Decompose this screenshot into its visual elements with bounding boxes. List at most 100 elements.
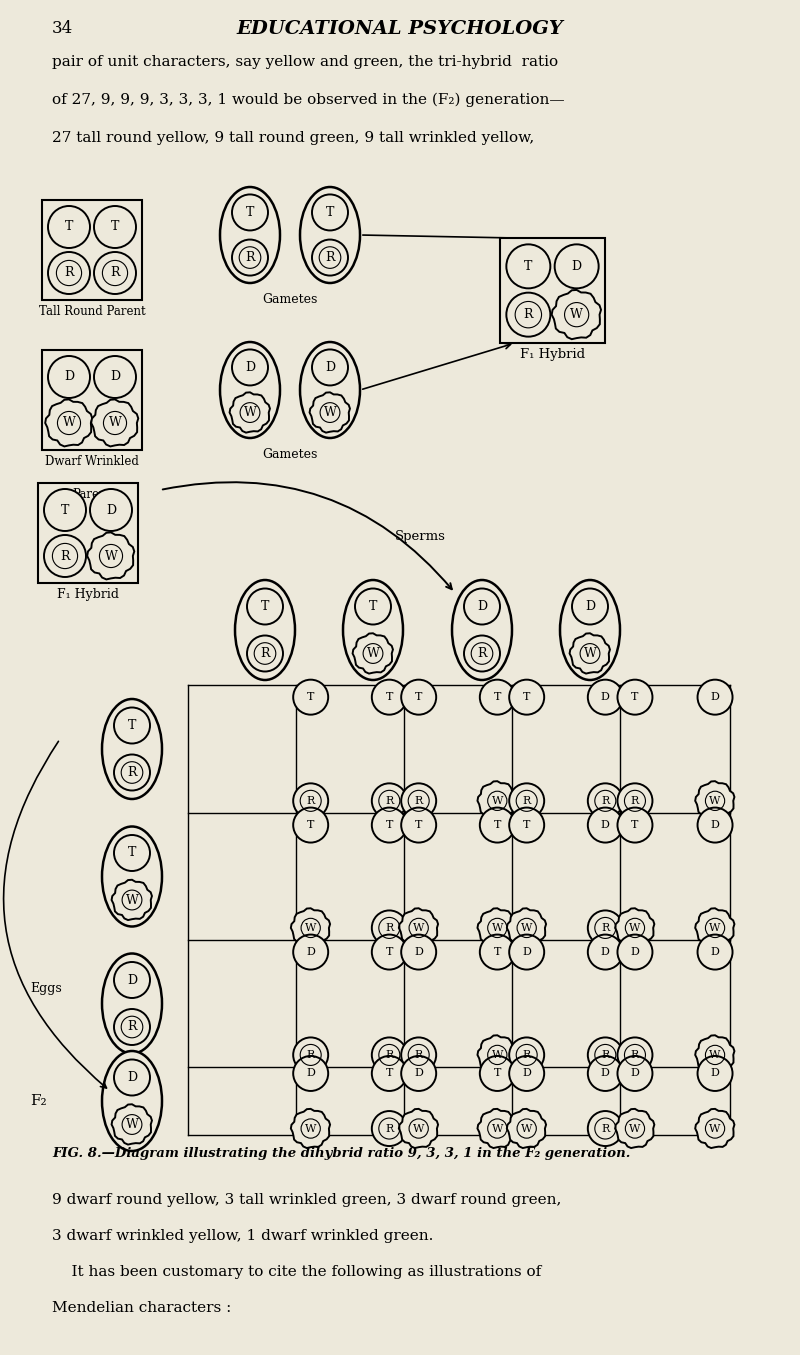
- Text: R: R: [414, 795, 423, 806]
- Text: R: R: [260, 646, 270, 660]
- Text: 14: 14: [490, 1077, 502, 1085]
- Text: D: D: [306, 947, 315, 957]
- Circle shape: [509, 783, 544, 818]
- Circle shape: [293, 783, 328, 818]
- Text: R: R: [631, 1050, 639, 1060]
- Circle shape: [509, 680, 544, 714]
- Text: D: D: [571, 260, 582, 272]
- Polygon shape: [695, 782, 734, 820]
- Text: R: R: [601, 1050, 610, 1060]
- Text: D: D: [601, 692, 610, 702]
- Polygon shape: [507, 908, 546, 947]
- FancyBboxPatch shape: [38, 482, 138, 583]
- Circle shape: [114, 1060, 150, 1095]
- Text: T: T: [128, 847, 136, 859]
- Text: 7: 7: [604, 822, 610, 832]
- Text: R: R: [601, 923, 610, 934]
- Ellipse shape: [235, 580, 295, 680]
- Text: 34: 34: [52, 20, 74, 37]
- Polygon shape: [310, 393, 350, 432]
- Text: F₂: F₂: [30, 1093, 46, 1108]
- Text: 12: 12: [709, 950, 720, 959]
- Circle shape: [618, 783, 653, 818]
- Polygon shape: [45, 400, 92, 446]
- Text: T: T: [386, 820, 393, 831]
- Ellipse shape: [560, 580, 620, 680]
- Circle shape: [372, 935, 407, 970]
- Circle shape: [401, 808, 436, 843]
- Text: W: W: [492, 795, 503, 806]
- Circle shape: [372, 1111, 407, 1146]
- Text: T: T: [415, 692, 422, 702]
- Text: Parent: Parent: [73, 488, 111, 501]
- Ellipse shape: [343, 580, 403, 680]
- Text: D: D: [522, 947, 531, 957]
- Text: W: W: [413, 1123, 424, 1134]
- Circle shape: [114, 755, 150, 790]
- Text: T: T: [326, 206, 334, 220]
- Text: W: W: [710, 923, 721, 934]
- Circle shape: [618, 1038, 653, 1072]
- Text: D: D: [601, 947, 610, 957]
- Text: Mendelian characters :: Mendelian characters :: [52, 1301, 231, 1314]
- Text: R: R: [306, 795, 315, 806]
- Text: T: T: [307, 820, 314, 831]
- Circle shape: [401, 935, 436, 970]
- Text: D: D: [477, 600, 487, 612]
- Text: W: W: [366, 646, 379, 660]
- Polygon shape: [353, 633, 393, 673]
- Circle shape: [698, 935, 733, 970]
- Circle shape: [114, 962, 150, 999]
- Text: W: W: [492, 1123, 503, 1134]
- Ellipse shape: [102, 827, 162, 927]
- Circle shape: [509, 808, 544, 843]
- Text: W: W: [583, 646, 597, 660]
- Circle shape: [372, 680, 407, 714]
- Text: D: D: [630, 947, 639, 957]
- Polygon shape: [570, 633, 610, 673]
- Circle shape: [698, 680, 733, 714]
- Text: 6: 6: [496, 822, 502, 832]
- Text: R: R: [385, 923, 394, 934]
- Text: R: R: [246, 251, 254, 264]
- Text: R: R: [110, 267, 120, 279]
- Circle shape: [372, 1056, 407, 1091]
- Text: D: D: [601, 1069, 610, 1079]
- Text: D: D: [325, 360, 335, 374]
- Circle shape: [293, 680, 328, 714]
- Circle shape: [588, 911, 623, 946]
- Ellipse shape: [300, 187, 360, 283]
- Circle shape: [372, 1038, 407, 1072]
- Polygon shape: [111, 1104, 152, 1145]
- Circle shape: [572, 588, 608, 625]
- Circle shape: [48, 206, 90, 248]
- Polygon shape: [695, 1035, 734, 1075]
- Circle shape: [372, 808, 407, 843]
- Text: W: W: [243, 406, 257, 419]
- Text: T: T: [524, 260, 533, 272]
- Text: R: R: [524, 308, 533, 321]
- Ellipse shape: [452, 580, 512, 680]
- Text: Sperms: Sperms: [394, 530, 446, 543]
- Circle shape: [506, 244, 550, 289]
- Text: T: T: [261, 600, 269, 612]
- Circle shape: [480, 680, 515, 714]
- Circle shape: [698, 1056, 733, 1091]
- Circle shape: [509, 935, 544, 970]
- Text: Eggs: Eggs: [30, 982, 62, 995]
- FancyBboxPatch shape: [500, 238, 605, 343]
- Polygon shape: [478, 1108, 517, 1148]
- Text: D: D: [110, 370, 120, 383]
- Text: 1: 1: [388, 695, 394, 705]
- Text: 27 tall round yellow, 9 tall round green, 9 tall wrinkled yellow,: 27 tall round yellow, 9 tall round green…: [52, 131, 534, 145]
- Circle shape: [480, 1056, 515, 1091]
- Text: W: W: [570, 308, 583, 321]
- Text: 9: 9: [388, 950, 394, 959]
- Polygon shape: [695, 908, 734, 947]
- Text: Gametes: Gametes: [262, 293, 318, 306]
- Text: W: W: [492, 923, 503, 934]
- Circle shape: [372, 783, 407, 818]
- Text: T: T: [128, 720, 136, 732]
- Polygon shape: [478, 782, 517, 820]
- Text: D: D: [127, 1070, 137, 1084]
